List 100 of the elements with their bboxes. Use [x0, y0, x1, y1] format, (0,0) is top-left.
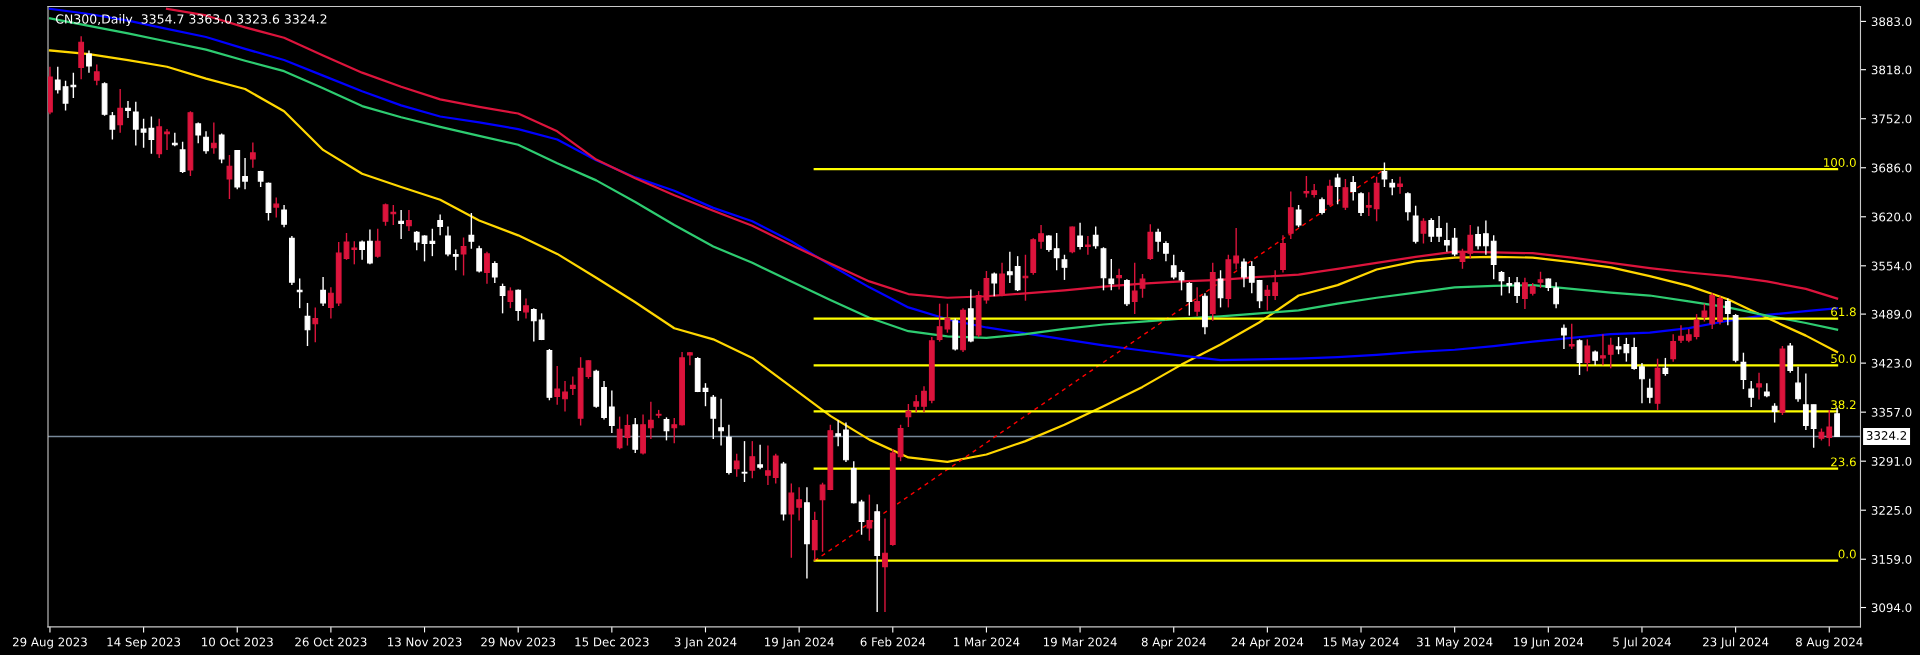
x-tick-label: 3 Jan 2024: [674, 637, 737, 649]
candlestick: [1256, 279, 1263, 309]
candlestick: [1670, 333, 1677, 363]
y-tick-label: 3094.0: [1871, 603, 1912, 613]
candlestick: [1334, 172, 1341, 205]
y-tick-label: 3554.0: [1871, 261, 1912, 271]
y-tick-label: 3423.0: [1871, 358, 1912, 368]
candlestick: [445, 225, 451, 257]
candlestick: [1248, 260, 1255, 294]
candlestick: [1404, 191, 1411, 222]
candlestick: [1584, 338, 1591, 372]
y-tick-label: 3620.0: [1871, 212, 1912, 222]
candlestick: [835, 419, 842, 448]
candlestick: [1810, 404, 1817, 449]
candlestick: [1748, 380, 1755, 408]
candlestick: [1561, 323, 1567, 350]
candlestick: [1241, 257, 1247, 289]
candlestick: [1639, 362, 1645, 404]
candlestick: [562, 380, 568, 413]
candlestick: [686, 351, 693, 367]
candlestick: [1826, 409, 1833, 448]
candlestick: [1451, 227, 1458, 257]
candlestick: [905, 403, 912, 428]
candlestick: [1576, 338, 1583, 376]
candlestick: [484, 250, 490, 285]
candlestick: [757, 444, 764, 471]
x-tick-label: 31 May 2024: [1417, 637, 1493, 649]
candlestick: [351, 240, 358, 266]
candlestick: [468, 212, 475, 250]
y-tick-label: 3225.0: [1871, 505, 1912, 515]
candlestick: [54, 66, 61, 95]
candlestick: [1568, 323, 1575, 350]
candlestick: [1233, 227, 1240, 271]
candlestick: [86, 49, 92, 74]
candlestick: [476, 245, 483, 274]
candlestick: [788, 482, 795, 559]
candlestick: [1646, 378, 1653, 404]
x-tick-label: 26 Oct 2023: [295, 637, 367, 647]
x-tick-label: 13 Nov 2023: [388, 637, 462, 647]
candlestick: [710, 394, 717, 440]
candlestick: [242, 157, 248, 190]
x-tick-label: 23 Jul 2024: [1703, 637, 1769, 649]
candlestick: [1795, 366, 1801, 403]
candlestick: [1724, 297, 1731, 326]
candlestick: [1342, 178, 1349, 211]
candlestick: [117, 88, 124, 134]
candlestick: [507, 286, 514, 309]
candlestick: [1155, 227, 1162, 253]
candlestick: [1038, 224, 1044, 250]
y-tick-label: 3489.0: [1871, 309, 1912, 319]
series-label: 0.0: [1838, 549, 1856, 559]
candlestick: [772, 453, 779, 485]
candlestick: [1514, 276, 1520, 304]
x-tick-label: 24 Apr 2024: [1231, 637, 1304, 649]
candlestick: [1077, 222, 1083, 251]
candlestick: [1014, 255, 1021, 292]
candlestick: [452, 248, 459, 271]
candlestick: [218, 132, 225, 164]
candlestick: [1217, 269, 1224, 309]
candlestick: [1124, 278, 1130, 307]
candlestick: [671, 417, 678, 445]
candlestick: [718, 398, 724, 447]
candlestick: [733, 453, 740, 478]
candlestick: [1756, 372, 1762, 401]
candlestick: [1553, 281, 1560, 309]
candlestick: [749, 440, 756, 479]
candlestick: [109, 111, 116, 141]
candlestick: [1522, 276, 1528, 310]
x-tick-label: 19 Jan 2024: [765, 637, 834, 649]
candlestick: [179, 141, 186, 174]
candlestick: [226, 154, 233, 200]
x-tick-label: 1 Mar 2024: [954, 637, 1020, 647]
candlestick: [1717, 295, 1723, 326]
candlestick: [991, 271, 998, 297]
candlestick: [132, 100, 139, 147]
candlestick: [1108, 258, 1115, 292]
candlestick: [866, 493, 873, 542]
candlestick: [1420, 217, 1427, 245]
candlestick: [499, 282, 506, 315]
candlestick: [1116, 268, 1122, 291]
candlestick: [765, 444, 771, 486]
candlestick: [1194, 286, 1201, 318]
y-tick-label: 3818.0: [1871, 65, 1912, 75]
candlestick: [858, 499, 865, 536]
candlestick: [164, 128, 170, 151]
candlestick: [1326, 178, 1333, 207]
candlestick: [1763, 382, 1770, 398]
candlestick: [554, 365, 561, 406]
series-label: 23.6: [1831, 457, 1856, 467]
series-label: 50.0: [1831, 354, 1856, 364]
candlestick: [374, 227, 381, 259]
candlestick: [1428, 217, 1435, 243]
candlestick: [406, 209, 412, 232]
candlestick: [1678, 324, 1684, 344]
candlestick: [1053, 232, 1060, 271]
candlestick: [515, 288, 522, 322]
candlestick: [1264, 284, 1271, 312]
candlestick: [1358, 191, 1364, 217]
candlestick: [1693, 313, 1700, 341]
x-tick-label: 5 Jul 2024: [1613, 637, 1671, 649]
